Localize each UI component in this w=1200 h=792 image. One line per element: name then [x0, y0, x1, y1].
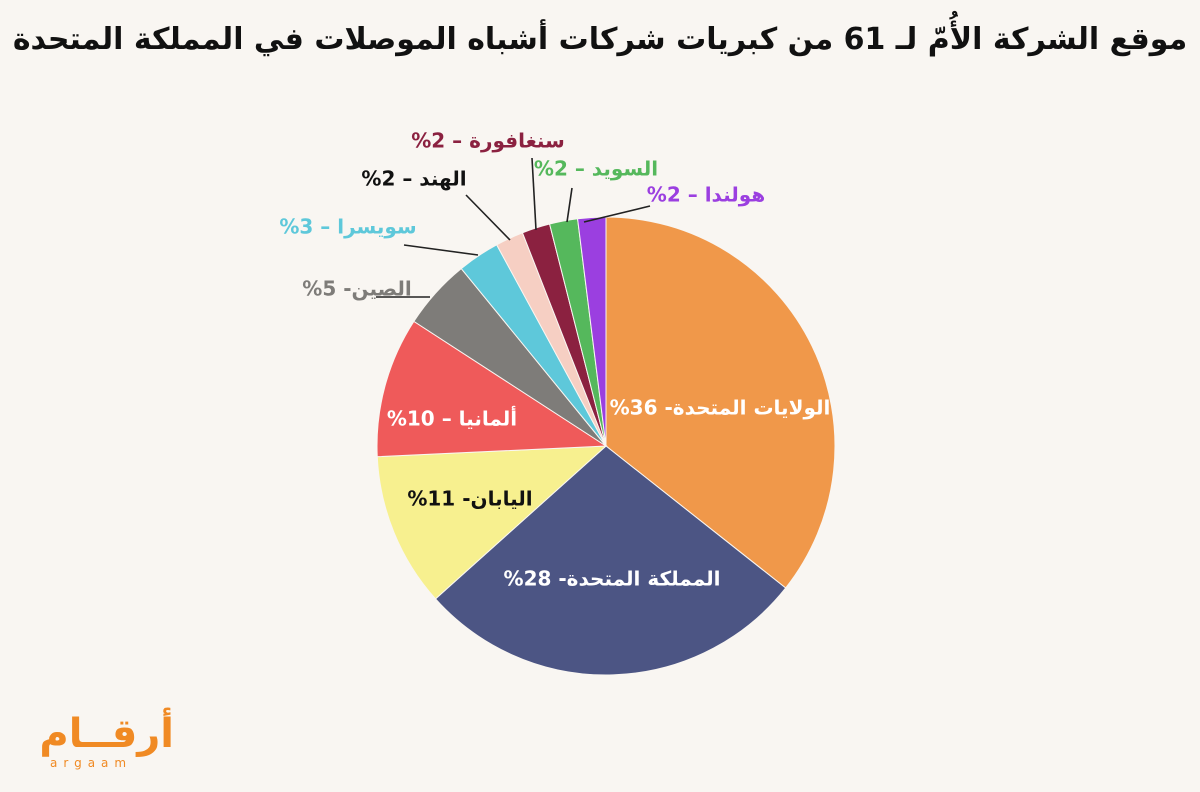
slice-label: الولايات المتحدة- 36% [610, 396, 831, 420]
pie-slice [434, 445, 787, 676]
argaam-logo: أرقــام argaam [39, 711, 174, 776]
leader-line [531, 157, 537, 231]
pie-slice [376, 445, 608, 600]
slice-label: المملكة المتحدة- 28% [504, 567, 721, 591]
slice-label: اليابان- 11% [407, 487, 532, 511]
slice-label: السويد – 2% [534, 157, 658, 181]
slice-label: الصين- 5% [302, 277, 411, 301]
logo-latin-text: argaam [50, 756, 133, 770]
slice-label: الهند – 2% [361, 167, 466, 191]
pie-slice [376, 320, 608, 458]
leader-line [403, 244, 479, 256]
logo-arabic-text: أرقــام [39, 711, 174, 757]
leader-line [566, 187, 573, 223]
slice-label: سنغافورة – 2% [411, 129, 564, 153]
pie-slice [605, 216, 836, 589]
slice-label: سويسرا – 3% [279, 215, 416, 239]
leader-line [465, 194, 511, 241]
leader-line [583, 205, 651, 223]
chart-title: موقع الشركة الأُمّ لـ 61 من كبريات شركات… [12, 22, 1188, 57]
slice-label: هولندا – 2% [647, 183, 765, 207]
slice-label: ألمانيا – 10% [387, 405, 517, 431]
